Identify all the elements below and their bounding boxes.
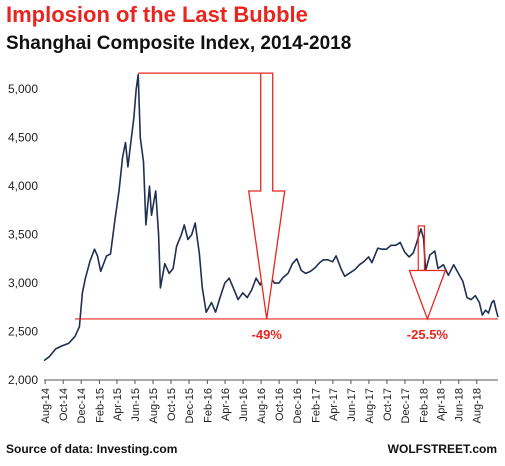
- y-tick-label: 4,500: [8, 131, 38, 145]
- x-tick-label: Feb-15: [95, 388, 107, 423]
- x-tick-label: Apr-15: [112, 388, 124, 421]
- x-tick-label: Oct-15: [166, 388, 178, 421]
- x-tick-label: Dec-17: [400, 388, 412, 423]
- drop-arrow-25: [408, 269, 447, 321]
- x-tick-label: Oct-17: [382, 388, 394, 421]
- x-tick-label: Feb-16: [202, 388, 214, 423]
- x-tick-label: Aug-15: [148, 388, 160, 423]
- y-tick-label: 3,500: [8, 228, 38, 242]
- x-tick-label: Apr-18: [436, 388, 448, 421]
- y-tick-label: 4,000: [8, 179, 38, 193]
- x-tick-label: Feb-18: [418, 388, 430, 423]
- x-tick-label: Jun-18: [454, 388, 466, 422]
- x-tick-label: Dec-14: [76, 388, 88, 423]
- x-tick-label: Aug-16: [256, 388, 268, 423]
- x-tick-label: Jun-15: [130, 388, 142, 422]
- y-tick-label: 5,000: [8, 82, 38, 96]
- x-tick-label: Feb-17: [310, 388, 322, 423]
- x-tick-label: Aug-17: [364, 388, 376, 423]
- x-tick-label: Aug-18: [472, 388, 484, 423]
- drop-label-25: -25.5%: [407, 327, 449, 342]
- x-tick-label: Oct-14: [58, 388, 70, 421]
- x-tick-label: Apr-17: [328, 388, 340, 421]
- x-tick-label: Jun-17: [346, 388, 358, 422]
- drop-label-49: -49%: [252, 327, 283, 342]
- y-tick-label: 2,500: [8, 325, 38, 339]
- x-tick-label: Jun-16: [238, 388, 250, 422]
- drop-arrow-49: [247, 72, 286, 320]
- chart-subtitle: Shanghai Composite Index, 2014-2018: [6, 33, 352, 54]
- x-tick-label: Dec-15: [184, 388, 196, 423]
- x-tick-label: Apr-16: [220, 388, 232, 421]
- x-tick-label: Dec-16: [292, 388, 304, 423]
- chart-title: Implosion of the Last Bubble: [6, 2, 308, 27]
- x-tick-label: Oct-16: [274, 388, 286, 421]
- x-tick-label: Aug-14: [40, 388, 52, 423]
- y-tick-label: 3,000: [8, 276, 38, 290]
- brand-label: WOLFSTREET.com: [387, 442, 497, 456]
- y-tick-label: 2,000: [8, 373, 38, 387]
- source-note: Source of data: Investing.com: [6, 442, 178, 456]
